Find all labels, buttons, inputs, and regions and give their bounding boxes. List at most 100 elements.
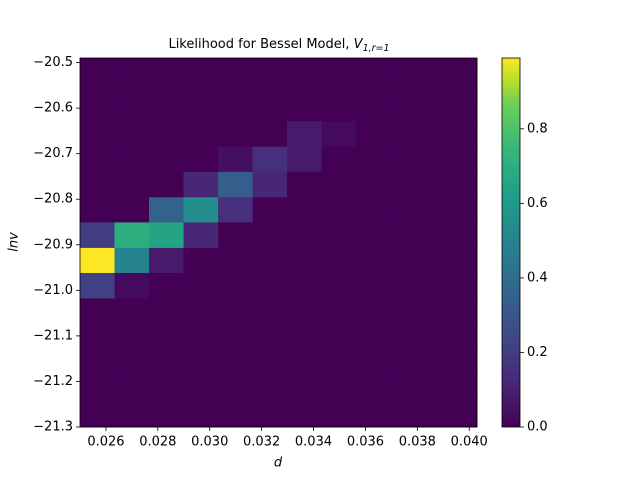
heatmap-cell — [252, 348, 288, 375]
heatmap-cell — [252, 272, 288, 299]
heatmap-cell — [149, 373, 184, 400]
heatmap-cell — [149, 298, 184, 324]
heatmap-cell — [321, 373, 357, 400]
title-symbol: V — [354, 37, 364, 52]
heatmap-cell — [321, 95, 357, 122]
heatmap-cell — [80, 70, 115, 97]
heatmap-cell — [390, 196, 426, 223]
heatmap-cell — [459, 348, 478, 375]
heatmap-cell — [114, 348, 150, 375]
heatmap-cell — [390, 58, 426, 71]
heatmap-cell — [80, 95, 115, 122]
heatmap-cell — [80, 298, 115, 324]
colorbar — [501, 57, 521, 428]
heatmap-cell — [459, 399, 478, 428]
heatmap-cell — [80, 58, 115, 71]
heatmap-cell — [114, 58, 150, 71]
colorbar-tick-label: 0.8 — [527, 121, 548, 136]
heatmap-cell — [252, 120, 288, 147]
heatmap-cell — [114, 222, 150, 248]
y-axis-label: lnv — [7, 232, 22, 252]
heatmap-cell — [459, 58, 478, 71]
heatmap-cell — [114, 399, 150, 428]
y-tick-label: −20.6 — [33, 101, 73, 116]
heatmap-cell — [425, 298, 461, 324]
heatmap-cell — [252, 373, 288, 400]
heatmap-cell — [80, 196, 115, 223]
y-tick-label: −21.2 — [33, 374, 73, 389]
heatmap-cell — [390, 348, 426, 375]
heatmap-cell — [390, 323, 426, 350]
heatmap-cell — [287, 95, 322, 122]
heatmap-cell — [149, 323, 184, 350]
heatmap-cell — [252, 247, 288, 273]
heatmap-cell — [149, 120, 184, 147]
heatmap-cell — [114, 196, 150, 223]
heatmap-cell — [149, 171, 184, 198]
heatmap-cell — [218, 70, 253, 97]
heatmap-cell — [321, 323, 357, 350]
heatmap-cell — [287, 146, 322, 172]
title-subscript: 1,r=1 — [363, 43, 390, 54]
heatmap-cell — [149, 222, 184, 248]
heatmap-cell — [287, 196, 322, 223]
heatmap-cell — [218, 58, 253, 71]
heatmap-cell — [183, 70, 219, 97]
heatmap-cell — [218, 120, 253, 147]
heatmap-cell — [356, 247, 391, 273]
heatmap-cell — [287, 120, 322, 147]
heatmap-cell — [321, 298, 357, 324]
heatmap-cell — [218, 95, 253, 122]
y-tick-label: −20.8 — [33, 192, 73, 207]
heatmap-cell — [252, 95, 288, 122]
heatmap-cell — [459, 298, 478, 324]
heatmap-cell — [114, 298, 150, 324]
heatmap-cell — [149, 70, 184, 97]
heatmap-cell — [252, 196, 288, 223]
heatmap-cell — [321, 58, 357, 71]
heatmap-cell — [183, 272, 219, 299]
colorbar-tick-label: 0.0 — [527, 420, 548, 435]
heatmap-cell — [114, 373, 150, 400]
heatmap-cell — [218, 399, 253, 428]
heatmap-cell — [390, 120, 426, 147]
heatmap-cell — [459, 171, 478, 198]
heatmap-cell — [287, 272, 322, 299]
heatmap-cell — [183, 120, 219, 147]
heatmap-cell — [218, 298, 253, 324]
heatmap-cell — [218, 247, 253, 273]
heatmap-cell — [252, 171, 288, 198]
x-tick-label: 0.038 — [399, 435, 436, 450]
heatmap-cell — [149, 348, 184, 375]
heatmap-cell — [218, 222, 253, 248]
heatmap-cell — [287, 399, 322, 428]
heatmap-cell — [356, 196, 391, 223]
heatmap-cell — [425, 399, 461, 428]
heatmap-cell — [183, 399, 219, 428]
heatmap-cell — [80, 399, 115, 428]
heatmap-cell — [183, 373, 219, 400]
heatmap-cell — [149, 247, 184, 273]
heatmap-cell — [183, 171, 219, 198]
x-tick-label: 0.030 — [191, 435, 228, 450]
heatmap-cell — [356, 399, 391, 428]
chart-title: Likelihood for Bessel Model, V1,r=1 — [168, 37, 389, 54]
heatmap-cell — [459, 247, 478, 273]
heatmap-cell — [425, 272, 461, 299]
heatmap-cell — [218, 171, 253, 198]
y-tick-label: −20.7 — [33, 146, 73, 161]
heatmap-cell — [114, 247, 150, 273]
heatmap-cell — [356, 272, 391, 299]
heatmap-cell — [459, 323, 478, 350]
heatmap-cell — [459, 373, 478, 400]
heatmap-cell — [459, 95, 478, 122]
heatmap-cell — [459, 146, 478, 172]
heatmap-cell — [252, 70, 288, 97]
heatmap-cell — [149, 272, 184, 299]
heatmap-cell — [114, 95, 150, 122]
heatmap-cell — [321, 196, 357, 223]
heatmap-cell — [321, 272, 357, 299]
heatmap-cell — [356, 146, 391, 172]
heatmap-cell — [252, 399, 288, 428]
